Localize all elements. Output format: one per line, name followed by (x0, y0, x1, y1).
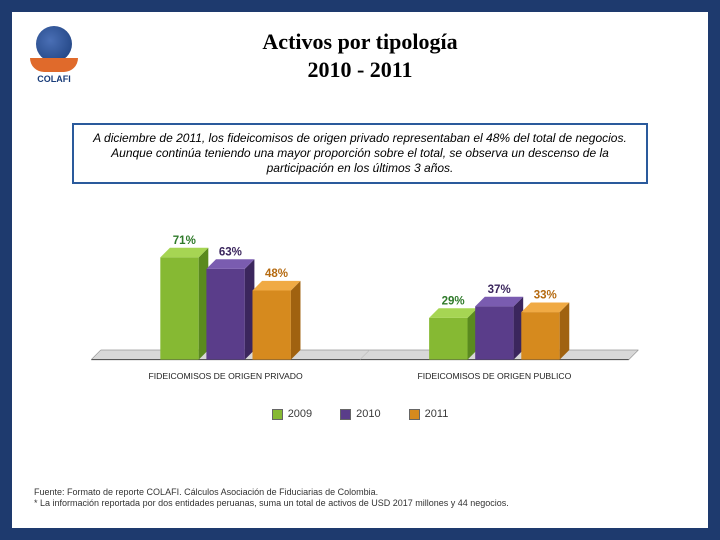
legend-label: 2009 (288, 408, 312, 420)
svg-text:29%: 29% (442, 295, 465, 307)
legend-swatch (272, 409, 283, 420)
logo: COLAFI (30, 26, 78, 84)
legend-item: 2009 (272, 408, 312, 420)
svg-text:33%: 33% (534, 290, 557, 302)
legend-label: 2010 (356, 408, 380, 420)
legend-item: 2011 (409, 408, 449, 420)
title-line-1: Activos por tipología (262, 29, 457, 54)
footer-line-2: * La información reportada por dos entid… (34, 498, 686, 510)
globe-icon (36, 26, 72, 62)
title-line-2: 2010 - 2011 (307, 57, 412, 82)
legend-swatch (409, 409, 420, 420)
logo-wing-icon (30, 58, 78, 72)
description-text: A diciembre de 2011, los fideicomisos de… (93, 131, 627, 175)
page-title: Activos por tipología 2010 - 2011 (32, 28, 688, 83)
logo-text: COLAFI (30, 74, 78, 84)
bar-chart: 71% 63% 48% FIDEICOMISOS DE ORIGEN PRIVADO 2… (72, 202, 648, 402)
footer-notes: Fuente: Formato de reporte COLAFI. Cálcu… (34, 487, 686, 510)
svg-text:37%: 37% (488, 284, 511, 296)
svg-text:71%: 71% (173, 235, 196, 247)
description-box: A diciembre de 2011, los fideicomisos de… (72, 123, 648, 184)
chart-container: 71% 63% 48% FIDEICOMISOS DE ORIGEN PRIVADO 2… (72, 202, 648, 420)
legend-swatch (340, 409, 351, 420)
svg-text:48%: 48% (265, 268, 288, 280)
footer-line-1: Fuente: Formato de reporte COLAFI. Cálcu… (34, 487, 686, 499)
chart-legend: 2009 2010 2011 (72, 408, 648, 420)
legend-item: 2010 (340, 408, 380, 420)
svg-text:FIDEICOMISOS DE ORIGEN PRIVADO: FIDEICOMISOS DE ORIGEN PRIVADO (149, 371, 303, 381)
svg-text:63%: 63% (219, 246, 242, 258)
legend-label: 2011 (425, 408, 449, 420)
svg-text:FIDEICOMISOS DE ORIGEN PUBLICO: FIDEICOMISOS DE ORIGEN PUBLICO (417, 371, 571, 381)
